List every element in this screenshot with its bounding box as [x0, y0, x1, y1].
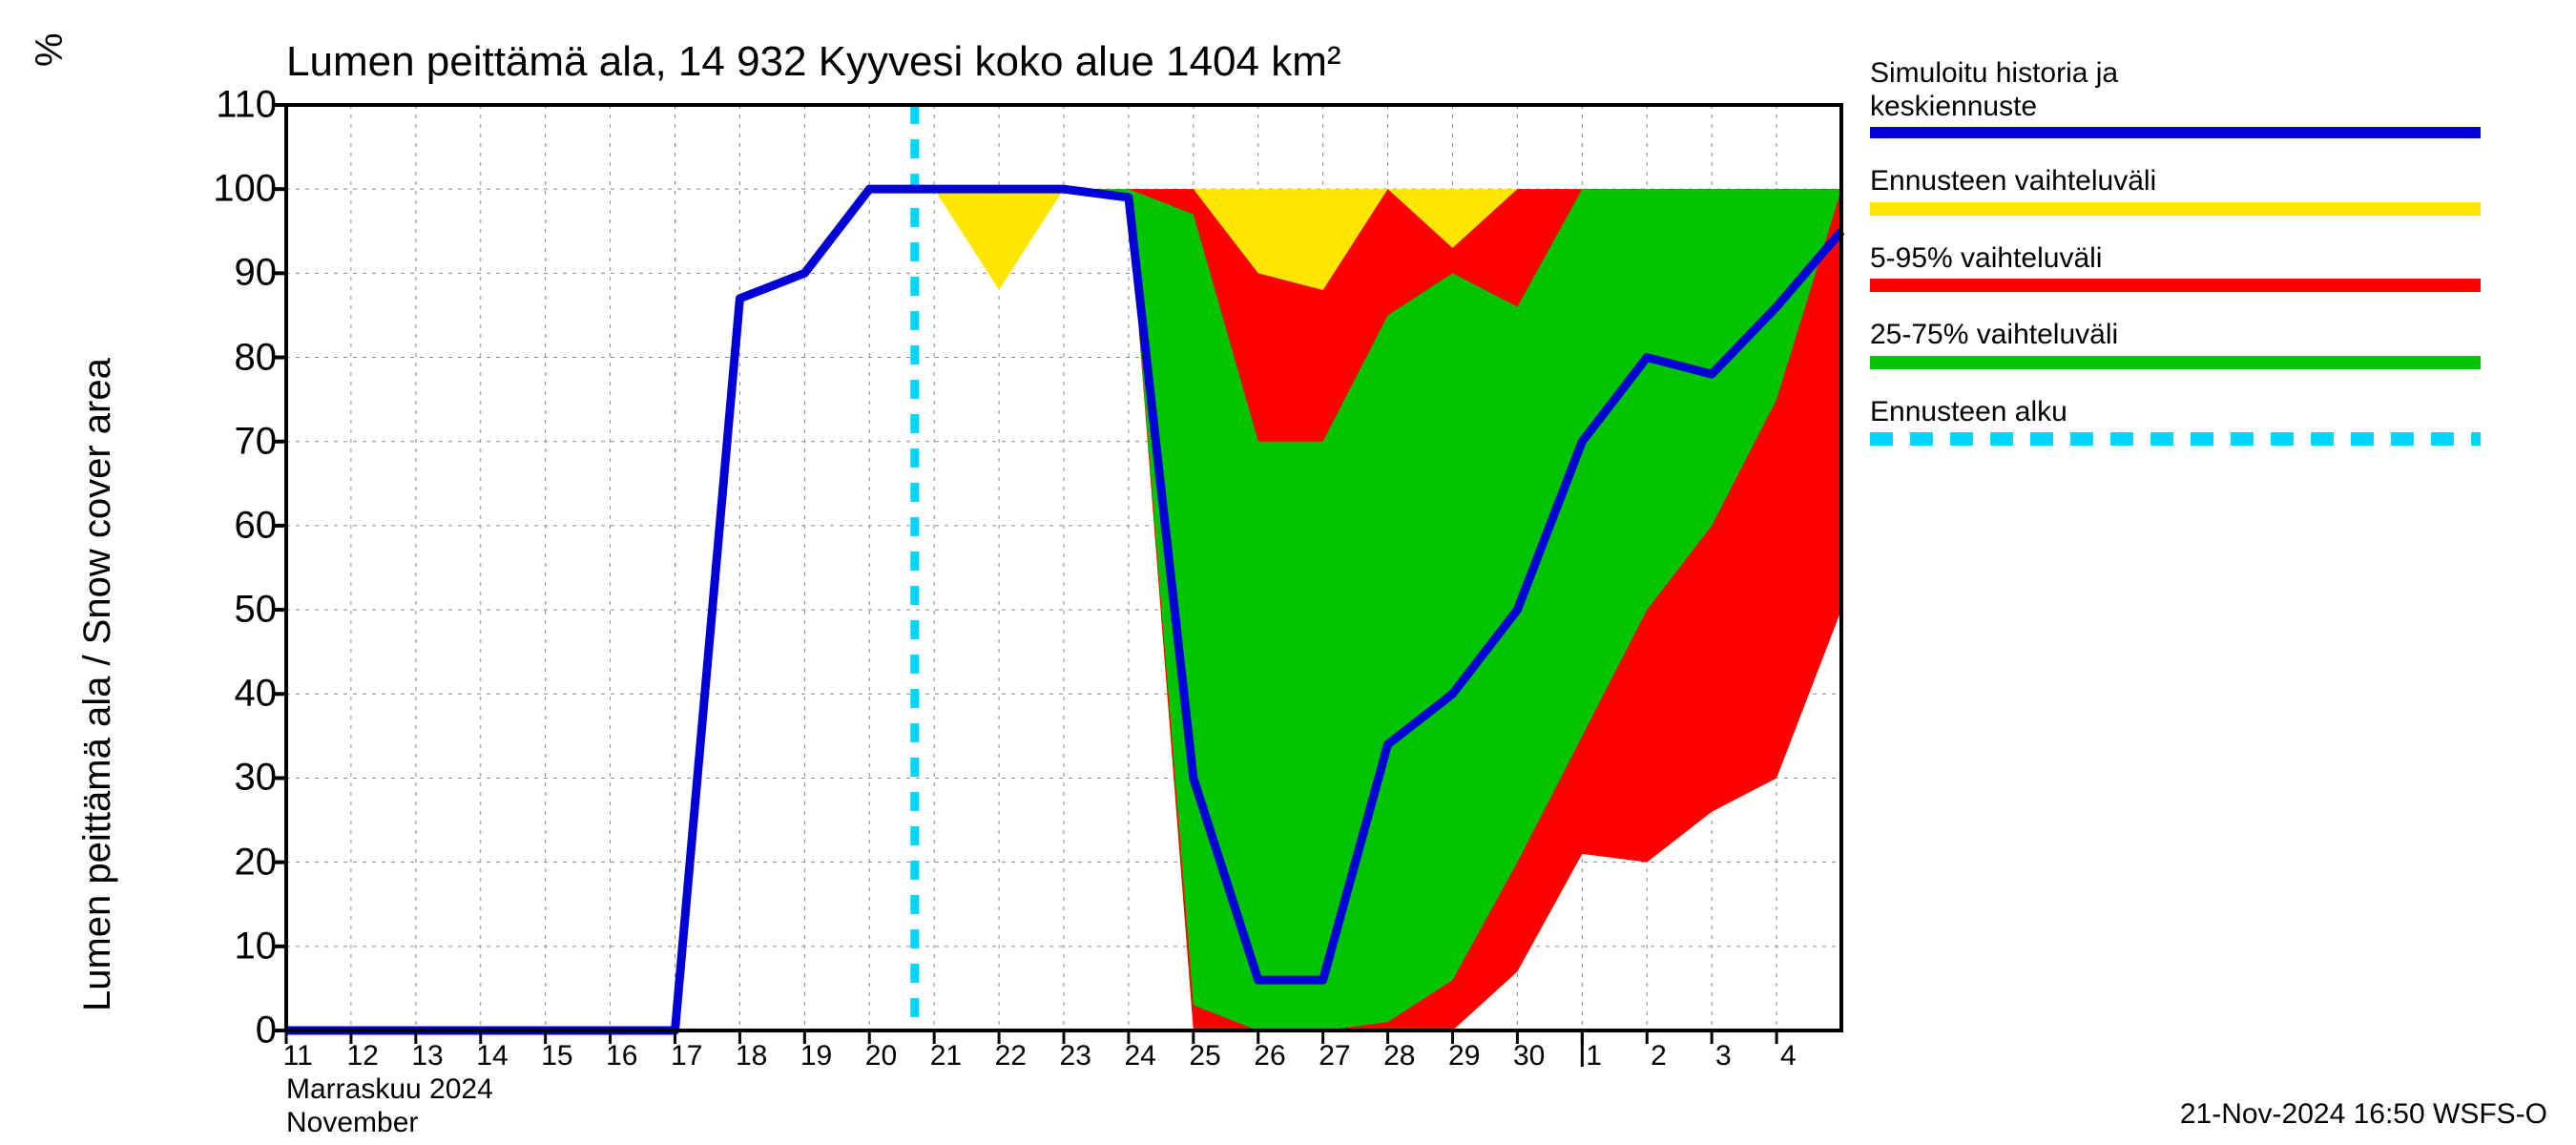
chart-plot	[286, 105, 1841, 1030]
footer-timestamp: 21-Nov-2024 16:50 WSFS-O	[2180, 1098, 2547, 1131]
legend-label: Ennusteen alku	[1870, 396, 2538, 429]
x-tick-label: 12	[346, 1040, 378, 1072]
x-tick-label: 16	[606, 1040, 637, 1072]
y-tick-label: 80	[235, 336, 278, 379]
y-unit-label: %	[29, 32, 72, 67]
y-tick-label: 40	[235, 673, 278, 716]
x-tick-label: 14	[476, 1040, 508, 1072]
x-tick-label: 19	[800, 1040, 832, 1072]
x-tick-label: 3	[1715, 1040, 1732, 1072]
x-tick-label: 20	[865, 1040, 897, 1072]
legend-item: Ennusteen alku	[1870, 396, 2538, 447]
chart-legend: Simuloitu historia ja keskiennuste Ennust…	[1870, 57, 2538, 472]
x-tick-label: 11	[283, 1040, 313, 1072]
legend-item: 5-95% vaihteluväli	[1870, 242, 2538, 293]
legend-swatch	[1870, 279, 2481, 292]
x-tick-label: 17	[671, 1040, 702, 1072]
chart-stage: Lumen peittämä ala, 14 932 Kyyvesi koko …	[0, 0, 2576, 1145]
y-tick-label: 10	[235, 925, 278, 968]
legend-item: Simuloitu historia ja keskiennuste	[1870, 57, 2538, 138]
legend-label: Simuloitu historia ja keskiennuste	[1870, 57, 2538, 123]
y-tick-label: 70	[235, 420, 278, 463]
y-tick-label: 20	[235, 841, 278, 884]
legend-swatch	[1870, 127, 2481, 138]
x-tick-label: 25	[1189, 1040, 1220, 1072]
y-tick-label: 30	[235, 757, 278, 800]
x-tick-label: 18	[736, 1040, 767, 1072]
x-month-label-en: November	[286, 1107, 418, 1139]
y-axis-label: Lumen peittämä ala / Snow cover area	[76, 358, 119, 1011]
y-tick-label: 0	[256, 1010, 277, 1052]
legend-swatch	[1870, 202, 2481, 216]
x-tick-label: 2	[1651, 1040, 1667, 1072]
chart-title: Lumen peittämä ala, 14 932 Kyyvesi koko …	[286, 38, 1341, 86]
x-tick-label: 23	[1060, 1040, 1091, 1072]
y-tick-label: 110	[216, 84, 277, 127]
x-tick-label: 22	[995, 1040, 1027, 1072]
x-tick-label: 21	[930, 1040, 962, 1072]
x-tick-label: 1	[1586, 1040, 1602, 1072]
legend-label: 25-75% vaihteluväli	[1870, 319, 2538, 352]
y-tick-label: 100	[213, 168, 277, 211]
x-tick-label: 27	[1319, 1040, 1350, 1072]
x-tick-label: 15	[541, 1040, 572, 1072]
y-tick-label: 90	[235, 252, 278, 295]
x-tick-label: 29	[1448, 1040, 1480, 1072]
x-tick-label: 13	[411, 1040, 443, 1072]
x-tick-label: 4	[1780, 1040, 1797, 1072]
x-month-label-fi: Marraskuu 2024	[286, 1073, 493, 1106]
x-tick-label: 26	[1254, 1040, 1285, 1072]
x-tick-label: 28	[1383, 1040, 1415, 1072]
legend-swatch	[1870, 356, 2481, 369]
y-tick-label: 50	[235, 589, 278, 632]
legend-item: Ennusteen vaihteluväli	[1870, 165, 2538, 216]
legend-label: Ennusteen vaihteluväli	[1870, 165, 2538, 198]
legend-item: 25-75% vaihteluväli	[1870, 319, 2538, 369]
x-tick-label: 24	[1124, 1040, 1155, 1072]
legend-label: 5-95% vaihteluväli	[1870, 242, 2538, 276]
x-tick-label: 30	[1513, 1040, 1545, 1072]
y-tick-label: 60	[235, 504, 278, 547]
legend-swatch	[1870, 432, 2481, 446]
